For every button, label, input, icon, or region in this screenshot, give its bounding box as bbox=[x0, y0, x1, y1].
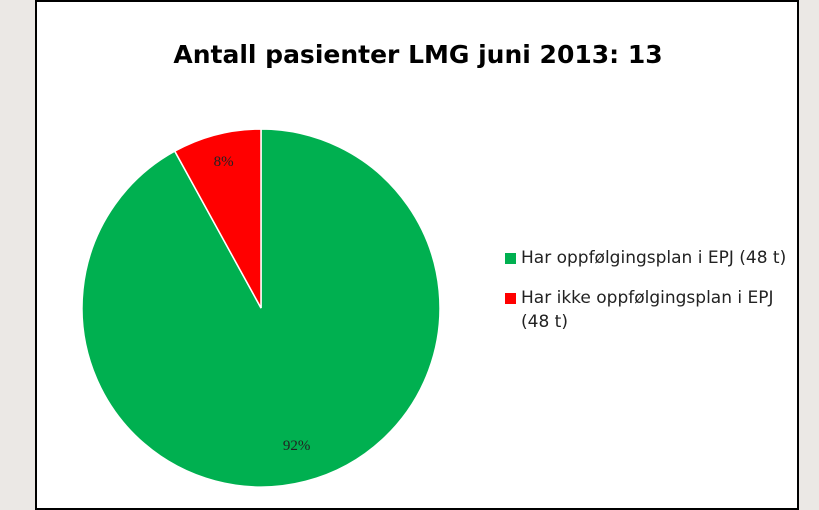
legend-swatch bbox=[505, 293, 516, 304]
chart-title: Antall pasienter LMG juni 2013: 13 bbox=[173, 40, 662, 69]
value-label: 8% bbox=[214, 154, 234, 170]
pie-slice bbox=[173, 128, 262, 309]
legend-item: Har oppfølgingsplan i EPJ (48 t) bbox=[505, 246, 791, 270]
legend-label: Har ikke oppfølgingsplan i EPJ (48 t) bbox=[521, 288, 774, 332]
legend: Har oppfølgingsplan i EPJ (48 t) Har ikke… bbox=[505, 246, 795, 350]
value-label: 92% bbox=[283, 438, 311, 454]
chart: Antall pasienter LMG juni 2013: 13 92% 8% bbox=[81, 40, 663, 488]
page: Antall pasienter LMG juni 2013: 13 92% 8%… bbox=[35, 0, 799, 510]
legend-swatch bbox=[505, 253, 516, 264]
legend-label: Har oppfølgingsplan i EPJ (48 t) bbox=[521, 248, 787, 268]
legend-item: Har ikke oppfølgingsplan i EPJ (48 t) bbox=[505, 286, 791, 334]
pie-slice bbox=[81, 128, 441, 488]
